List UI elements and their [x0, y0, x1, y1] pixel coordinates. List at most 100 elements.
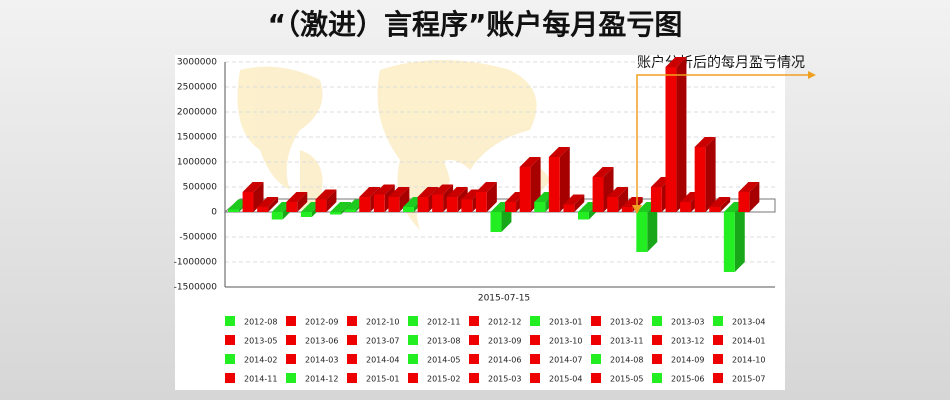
bar [300, 212, 312, 217]
legend-label: 2013-02 [610, 318, 643, 327]
legend-label: 2012-09 [305, 318, 338, 327]
bar [578, 212, 589, 220]
legend-label: 2014-05 [427, 356, 460, 365]
legend-swatch [652, 354, 662, 364]
bar [403, 207, 414, 212]
bar [228, 209, 239, 212]
legend-swatch [530, 373, 540, 383]
legend-label: 2015-06 [671, 375, 704, 384]
bar [257, 207, 269, 212]
legend-swatch [713, 373, 723, 383]
bar [344, 209, 356, 212]
bar [650, 187, 662, 212]
y-tick-label: 0 [211, 208, 217, 218]
bar-side [253, 182, 264, 212]
legend-label: 2014-08 [610, 356, 643, 365]
legend-label: 2013-10 [549, 337, 582, 346]
legend-label: 2012-08 [244, 318, 277, 327]
legend-swatch [591, 354, 601, 364]
bar-side [574, 194, 585, 212]
bar [359, 197, 371, 212]
bar [373, 194, 385, 212]
legend-label: 2015-07 [732, 375, 765, 384]
bar-top [373, 184, 395, 195]
bar [505, 202, 517, 212]
bar [709, 207, 721, 212]
legend-swatch [469, 316, 479, 326]
bar [315, 199, 327, 212]
bar-side [705, 137, 716, 212]
legend-label: 2015-03 [488, 375, 521, 384]
legend-swatch [530, 354, 540, 364]
legend-swatch [591, 335, 601, 345]
bar-top [738, 182, 760, 192]
bar-top [315, 189, 337, 200]
bar [680, 202, 692, 212]
legend-swatch [530, 316, 540, 326]
legend-swatch [225, 354, 235, 364]
bar-top [417, 187, 439, 197]
bar-top [446, 187, 468, 197]
bar-top [286, 192, 308, 202]
legend-swatch [408, 335, 418, 345]
legend-swatch [286, 335, 296, 345]
bar-side [647, 202, 658, 252]
legend-label: 2014-12 [305, 375, 338, 384]
bar [607, 197, 619, 212]
legend-swatch [530, 335, 540, 345]
y-tick-label: 2500000 [177, 83, 217, 93]
legend-label: 2012-10 [366, 318, 399, 327]
chart-title: “（激进）言程序”账户每月盈亏图 [268, 8, 683, 41]
legend-swatch [713, 316, 723, 326]
legend-label: 2013-07 [366, 337, 399, 346]
legend-swatch [225, 316, 235, 326]
bar [475, 192, 487, 212]
bar-side [720, 197, 731, 212]
legend-label: 2013-12 [671, 337, 704, 346]
bar-side [734, 202, 745, 272]
bar-top [665, 57, 687, 67]
legend-label: 2013-04 [732, 318, 765, 327]
legend-swatch [713, 335, 723, 345]
bar-top [388, 187, 410, 197]
bar [665, 67, 677, 212]
legend-label: 2013-09 [488, 337, 521, 346]
bar-top [548, 147, 570, 157]
y-tick-label: 3000000 [177, 58, 217, 68]
legend-label: 2013-08 [427, 337, 460, 346]
bar-top [242, 182, 264, 192]
bar-top [432, 184, 454, 195]
legend-label: 2014-09 [671, 356, 704, 365]
legend-swatch [591, 373, 601, 383]
legend-swatch [713, 354, 723, 364]
legend-label: 2014-11 [244, 375, 277, 384]
y-tick-label: -500000 [179, 233, 217, 243]
legend-swatch [408, 316, 418, 326]
legend-label: 2014-07 [549, 356, 582, 365]
legend-swatch [591, 316, 601, 326]
bar-side [676, 57, 687, 212]
bar-top [519, 157, 541, 167]
legend-label: 2014-02 [244, 356, 277, 365]
legend-label: 2015-05 [610, 375, 643, 384]
legend-label: 2015-02 [427, 375, 460, 384]
legend-label: 2013-06 [305, 337, 338, 346]
legend-swatch [286, 316, 296, 326]
legend-swatch [286, 354, 296, 364]
legend-swatch [286, 373, 296, 383]
annotation-arrow [636, 74, 812, 208]
bar [417, 197, 429, 212]
bar [490, 212, 502, 232]
legend-swatch [347, 335, 357, 345]
bar-top [592, 167, 614, 177]
legend-swatch [347, 354, 357, 364]
bar [621, 207, 633, 212]
legend-label: 2015-01 [366, 375, 399, 384]
bar-side [399, 187, 410, 212]
arrow-head [632, 205, 642, 214]
bar [534, 202, 546, 212]
bar [592, 177, 604, 212]
legend-swatch [408, 373, 418, 383]
legend-swatch [652, 335, 662, 345]
y-tick-label: 2000000 [177, 108, 217, 118]
